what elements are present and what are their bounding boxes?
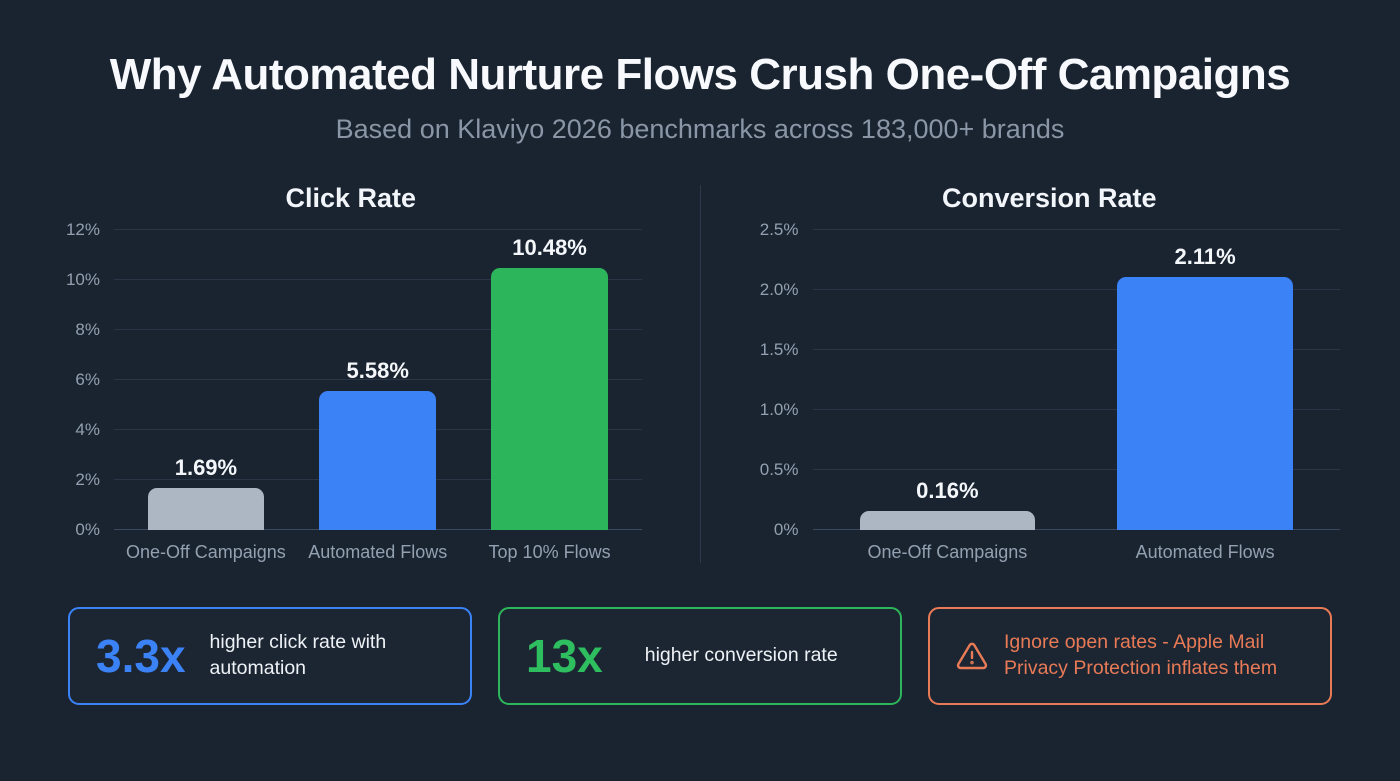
bar-automated-flows — [319, 390, 437, 530]
gridline — [114, 329, 642, 330]
y-axis-tick-label: 2.5% — [759, 220, 799, 239]
gridline — [812, 409, 1340, 410]
bar-one-off-campaigns — [859, 510, 1035, 530]
y-axis-tick-label: 2.0% — [759, 280, 799, 299]
plot-wrap: 0% 0.5% 1.0% 1.5% 2.0% 2.5% 0.16% 2.11% — [759, 220, 1341, 539]
chart-title: Click Rate — [285, 183, 417, 213]
plot-area: 0.16% 2.11% — [812, 229, 1341, 530]
bar-column: 5.58% — [292, 230, 464, 530]
callout-text: Ignore open rates - Apple Mail Privacy P… — [1004, 631, 1278, 679]
gridline — [114, 379, 642, 380]
stat-value: 3.3x — [96, 630, 186, 682]
chart-title: Conversion Rate — [941, 183, 1157, 213]
y-axis-tick-label: 8% — [75, 320, 100, 339]
y-axis-tick-label: 0% — [773, 520, 799, 539]
x-axis-category-label: Automated Flows — [1135, 542, 1275, 562]
x-axis-category-label: Automated Flows — [308, 542, 448, 562]
chart-conversion-rate: Conversion Rate 0% 0.5% 1.0% 1.5% 2.0% 2.5% 0… — [759, 183, 1341, 563]
bars-group: 1.69% 5.58% 10.48% — [114, 230, 642, 530]
gridline — [114, 229, 642, 230]
x-axis: One-Off Campaigns Automated Flows Top 10% … — [114, 542, 642, 563]
y-axis: 0% 2% 4% 6% 8% 10% 12% — [60, 220, 114, 539]
gridline — [812, 229, 1340, 230]
y-axis-tick-label: 1.0% — [759, 400, 799, 419]
stat-value: 13x — [526, 630, 603, 682]
gridline — [812, 469, 1340, 470]
y-axis-tick-label: 2% — [75, 470, 100, 489]
y-axis: 0% 0.5% 1.0% 1.5% 2.0% 2.5% — [759, 220, 813, 539]
callout-text: higher conversion rate — [644, 644, 838, 667]
y-axis-tick-label: 0.5% — [759, 460, 799, 479]
x-axis-category-label: One-Off Campaigns — [867, 542, 1028, 562]
bar-value-label: 10.48% — [512, 235, 587, 260]
plot-area: 1.69% 5.58% 10.48% — [114, 229, 642, 530]
bar-automated-flows — [1117, 276, 1293, 530]
bar-one-off-campaigns — [147, 487, 265, 530]
plot-wrap: 0% 2% 4% 6% 8% 10% 12% 1.69% 5.58% 10.48% — [60, 220, 642, 539]
y-axis-tick-label: 4% — [75, 420, 100, 439]
bar-value-label: 2.11% — [1174, 243, 1236, 269]
x-axis: One-Off Campaigns Automated Flows — [813, 542, 1341, 563]
callout-conversion-rate: 13x higher conversion rate — [498, 607, 902, 705]
callout-row: 3.3x higher click rate with automation 1… — [0, 607, 1400, 705]
y-axis-tick-label: 10% — [65, 270, 100, 289]
y-axis-tick-label: 12% — [65, 220, 100, 239]
x-axis-line — [812, 529, 1340, 530]
gridline — [114, 279, 642, 280]
bar-top-10-flows — [491, 268, 608, 530]
bar-column: 1.69% — [120, 230, 292, 530]
page-subtitle: Based on Klaviyo 2026 benchmarks across … — [335, 114, 1065, 144]
bar-value-label: 0.16% — [916, 477, 979, 503]
bar-value-label: 1.69% — [174, 454, 238, 480]
gridline — [812, 349, 1340, 350]
x-axis-category-label: One-Off Campaigns — [126, 542, 286, 562]
bars-group: 0.16% 2.11% — [813, 230, 1341, 530]
x-axis-category-label: Top 10% Flows — [488, 542, 611, 562]
bar-column: 0.16% — [819, 230, 1077, 530]
callout-click-rate: 3.3x higher click rate with automation — [68, 607, 472, 705]
page-title: Why Automated Nurture Flows Crush One-Of… — [109, 50, 1291, 99]
callout-text: higher click rate with automation — [209, 631, 387, 679]
bar-column: 10.48% — [464, 230, 636, 530]
chart-divider — [699, 185, 701, 563]
bar-value-label: 5.58% — [346, 357, 409, 383]
callout-open-rates-warning: Ignore open rates - Apple Mail Privacy P… — [928, 607, 1332, 705]
warning-icon — [956, 640, 988, 672]
y-axis-tick-label: 0% — [75, 520, 100, 539]
y-axis-tick-label: 1.5% — [759, 340, 799, 359]
chart-click-rate: Click Rate 0% 2% 4% 6% 8% 10% 12% 1.69% 5.58% 10… — [60, 183, 642, 563]
charts-row: Click Rate 0% 2% 4% 6% 8% 10% 12% 1.69% 5.58% 10… — [0, 183, 1400, 563]
y-axis-tick-label: 6% — [75, 370, 100, 389]
gridline — [812, 289, 1340, 290]
bar-column: 2.11% — [1076, 230, 1334, 530]
